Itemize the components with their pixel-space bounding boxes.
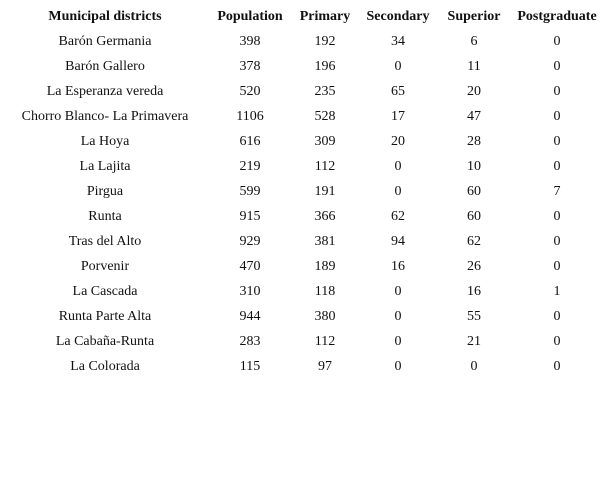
cell-value: 16 — [391, 259, 405, 274]
cell-value: 0 — [395, 359, 402, 374]
column-header: Primary — [300, 9, 351, 24]
cell-value: 0 — [554, 359, 561, 374]
district-name: Barón Germania — [59, 34, 153, 49]
cell-value: 0 — [554, 84, 561, 99]
cell-value: 528 — [315, 109, 336, 124]
cell-value: 62 — [391, 209, 405, 224]
district-name: Chorro Blanco- La Primavera — [22, 109, 190, 124]
cell-value: 398 — [240, 34, 261, 49]
cell-value: 283 — [240, 334, 261, 349]
cell-value: 381 — [315, 234, 336, 249]
district-name: Barón Gallero — [65, 59, 145, 74]
cell-value: 915 — [240, 209, 261, 224]
cell-value: 0 — [554, 234, 561, 249]
cell-value: 55 — [467, 309, 481, 324]
district-name: La Colorada — [70, 359, 140, 374]
cell-value: 94 — [391, 234, 405, 249]
column-header: Postgraduate — [517, 9, 596, 24]
district-name: La Lajita — [80, 159, 132, 174]
column-header: Municipal districts — [48, 9, 162, 24]
cell-value: 28 — [467, 134, 481, 149]
cell-value: 20 — [467, 84, 481, 99]
cell-value: 0 — [554, 309, 561, 324]
cell-value: 0 — [395, 59, 402, 74]
district-name: Tras del Alto — [69, 234, 142, 249]
cell-value: 192 — [315, 34, 336, 49]
cell-value: 0 — [395, 284, 402, 299]
cell-value: 309 — [315, 134, 336, 149]
cell-value: 0 — [554, 259, 561, 274]
cell-value: 60 — [467, 184, 481, 199]
column-header: Secondary — [367, 9, 430, 24]
cell-value: 112 — [315, 334, 335, 349]
cell-value: 0 — [395, 184, 402, 199]
cell-value: 616 — [240, 134, 261, 149]
cell-value: 1106 — [236, 109, 263, 124]
cell-value: 196 — [315, 59, 336, 74]
cell-value: 21 — [467, 334, 481, 349]
cell-value: 219 — [240, 159, 261, 174]
district-name: Pirgua — [87, 184, 124, 199]
cell-value: 944 — [240, 309, 261, 324]
cell-value: 97 — [318, 359, 332, 374]
cell-value: 0 — [554, 134, 561, 149]
cell-value: 520 — [240, 84, 261, 99]
district-name: Porvenir — [81, 259, 130, 274]
cell-value: 0 — [471, 359, 478, 374]
cell-value: 62 — [467, 234, 481, 249]
cell-value: 26 — [467, 259, 481, 274]
column-header: Superior — [448, 9, 501, 24]
cell-value: 0 — [554, 34, 561, 49]
column-header: Population — [217, 9, 283, 24]
cell-value: 47 — [467, 109, 481, 124]
cell-value: 16 — [467, 284, 481, 299]
cell-value: 0 — [395, 159, 402, 174]
cell-value: 0 — [395, 334, 402, 349]
cell-value: 10 — [467, 159, 481, 174]
district-name: La Cascada — [73, 284, 139, 299]
cell-value: 191 — [315, 184, 336, 199]
cell-value: 380 — [315, 309, 336, 324]
cell-value: 6 — [471, 34, 478, 49]
cell-value: 929 — [240, 234, 261, 249]
cell-value: 0 — [554, 209, 561, 224]
cell-value: 112 — [315, 159, 335, 174]
cell-value: 118 — [315, 284, 335, 299]
cell-value: 235 — [315, 84, 336, 99]
cell-value: 20 — [391, 134, 405, 149]
cell-value: 34 — [391, 34, 405, 49]
cell-value: 1 — [554, 284, 561, 299]
cell-value: 0 — [554, 334, 561, 349]
cell-value: 60 — [467, 209, 481, 224]
cell-value: 11 — [467, 59, 480, 74]
cell-value: 189 — [315, 259, 336, 274]
district-name: Runta Parte Alta — [59, 309, 152, 324]
cell-value: 599 — [240, 184, 261, 199]
cell-value: 7 — [554, 184, 561, 199]
cell-value: 0 — [395, 309, 402, 324]
cell-value: 310 — [240, 284, 261, 299]
cell-value: 0 — [554, 159, 561, 174]
cell-value: 378 — [240, 59, 261, 74]
cell-value: 65 — [391, 84, 405, 99]
district-name: La Hoya — [81, 134, 130, 149]
district-name: La Esperanza vereda — [47, 84, 164, 99]
cell-value: 17 — [391, 109, 405, 124]
cell-value: 0 — [554, 59, 561, 74]
cell-value: 366 — [315, 209, 336, 224]
district-name: La Cabaña-Runta — [56, 334, 155, 349]
cell-value: 115 — [240, 359, 260, 374]
district-name: Runta — [88, 209, 122, 224]
cell-value: 0 — [554, 109, 561, 124]
cell-value: 470 — [240, 259, 261, 274]
